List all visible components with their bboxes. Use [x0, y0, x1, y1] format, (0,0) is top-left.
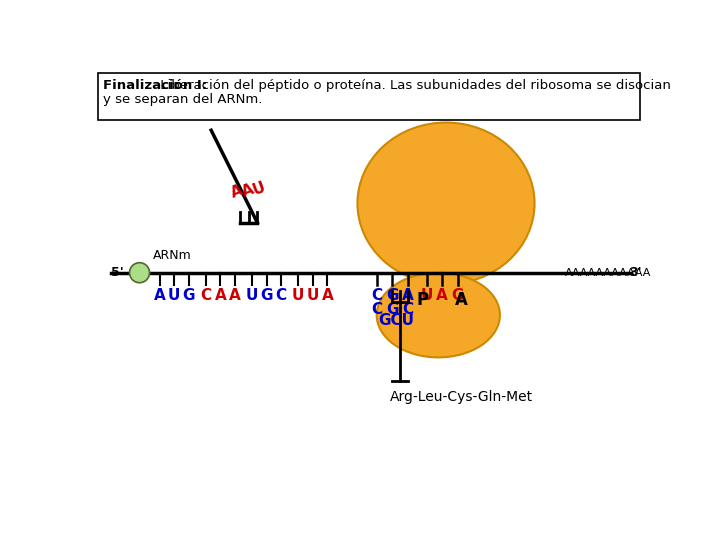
Text: A: A — [240, 181, 256, 200]
Text: U: U — [292, 288, 305, 303]
Text: A: A — [322, 288, 333, 303]
Text: 5': 5' — [111, 266, 124, 279]
Text: U: U — [307, 288, 319, 303]
FancyBboxPatch shape — [98, 72, 640, 120]
Text: U: U — [246, 288, 258, 303]
Text: A: A — [229, 183, 246, 201]
Text: C: C — [371, 302, 382, 317]
Text: A: A — [455, 291, 468, 309]
Text: y se separan del ARNm.: y se separan del ARNm. — [102, 92, 262, 105]
Text: G: G — [386, 302, 398, 317]
Text: ARNm: ARNm — [153, 249, 192, 262]
Text: G: G — [261, 288, 273, 303]
Text: A: A — [153, 288, 166, 303]
Text: C: C — [402, 302, 413, 317]
Text: A: A — [215, 288, 226, 303]
Text: U: U — [420, 288, 433, 303]
Text: G: G — [386, 288, 398, 303]
Circle shape — [130, 262, 150, 283]
Text: P: P — [417, 291, 429, 309]
Text: A: A — [436, 288, 448, 303]
Text: U: U — [168, 288, 181, 303]
Text: GCU: GCU — [378, 313, 414, 328]
Text: G: G — [451, 288, 464, 303]
Text: Finalización I:: Finalización I: — [102, 79, 207, 92]
Text: A: A — [229, 288, 241, 303]
Text: 3': 3' — [629, 266, 642, 279]
Text: AAAAAAAAAAA: AAAAAAAAAAA — [565, 268, 652, 278]
Text: C: C — [200, 288, 212, 303]
Text: U: U — [251, 180, 267, 198]
Text: C: C — [276, 288, 287, 303]
Text: G: G — [183, 288, 195, 303]
Text: C: C — [371, 288, 382, 303]
Text: Liberación del péptido o proteína. Las subunidades del ribosoma se disocian: Liberación del péptido o proteína. Las s… — [156, 79, 671, 92]
Ellipse shape — [357, 123, 534, 284]
Text: Arg-Leu-Cys-Gln-Met: Arg-Leu-Cys-Gln-Met — [390, 390, 533, 404]
Text: A: A — [402, 288, 413, 303]
Ellipse shape — [377, 273, 500, 357]
